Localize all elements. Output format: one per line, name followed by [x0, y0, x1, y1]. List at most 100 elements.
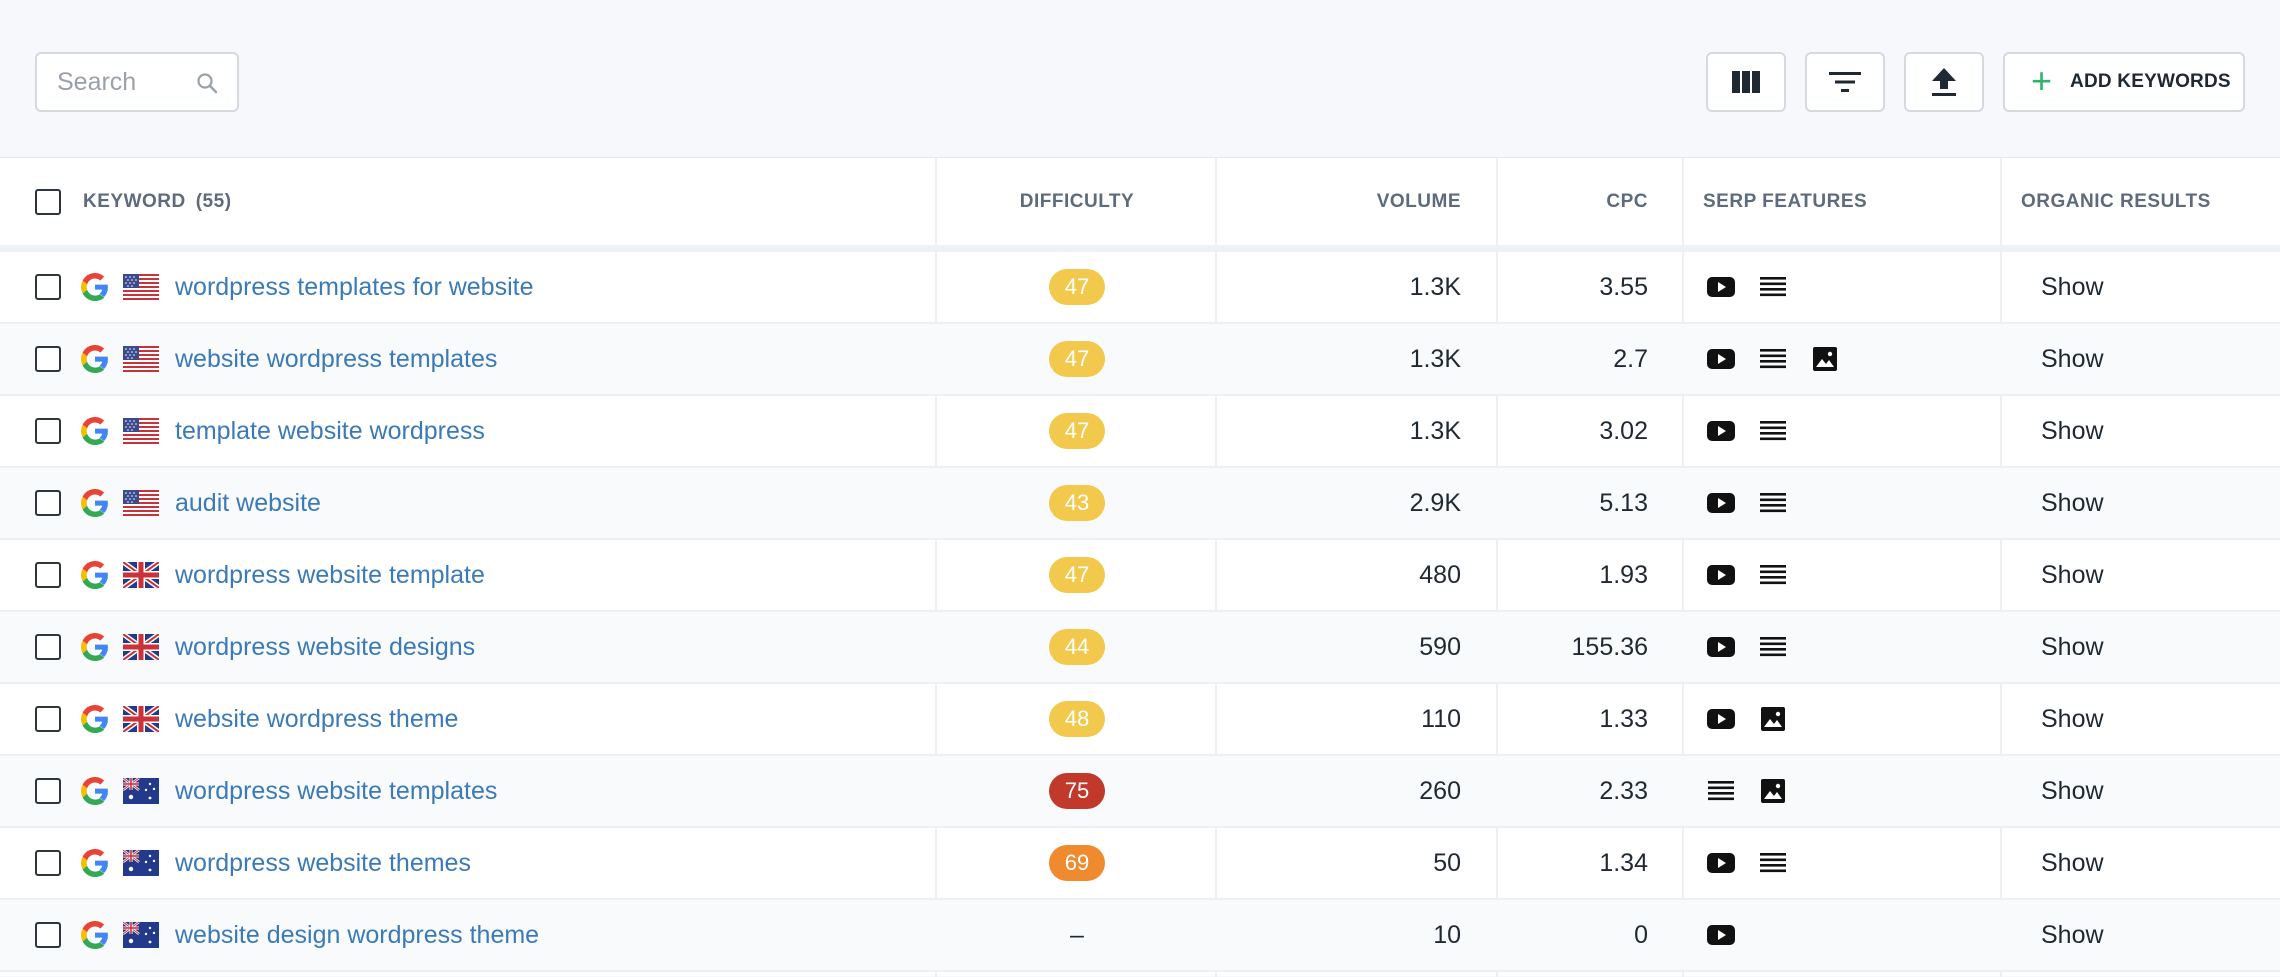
keyword-link[interactable]: audit website	[175, 488, 321, 517]
volume-cell: 480	[1419, 560, 1461, 589]
show-organic-link[interactable]: Show	[2041, 632, 2104, 661]
table-row[interactable]: wordpress website designs 44 590 155.36 Show	[0, 612, 2280, 684]
video-icon[interactable]	[1707, 345, 1735, 373]
organic-results-cell: Show	[2041, 612, 2241, 682]
columns-button[interactable]	[1706, 52, 1786, 112]
show-organic-link[interactable]: Show	[2041, 776, 2104, 805]
header-keyword[interactable]: KEYWORD (55)	[35, 158, 232, 245]
show-organic-link[interactable]: Show	[2041, 272, 2104, 301]
row-checkbox[interactable]	[35, 274, 61, 300]
select-all-checkbox[interactable]	[35, 188, 61, 215]
filter-button[interactable]	[1805, 52, 1885, 112]
video-icon[interactable]	[1707, 273, 1735, 301]
search-icon[interactable]	[195, 71, 219, 95]
header-volume[interactable]: VOLUME	[1376, 190, 1461, 212]
export-button[interactable]	[1904, 52, 1984, 112]
list-icon[interactable]	[1759, 273, 1787, 301]
filter-icon	[1829, 72, 1861, 92]
table-row[interactable]: audit website 43 2.9K 5.13 Show	[0, 468, 2280, 540]
image-icon[interactable]	[1759, 705, 1787, 733]
header-organic-results[interactable]: ORGANIC RESULTS	[2021, 190, 2211, 212]
keyword-link[interactable]: wordpress website designs	[175, 632, 476, 661]
keyword-link[interactable]: wordpress website themes	[175, 848, 471, 877]
table-row[interactable]: wordpress website templates 75 260 2.33 Show	[0, 756, 2280, 828]
keyword-link[interactable]: wordpress website template	[175, 560, 485, 589]
video-icon[interactable]	[1707, 489, 1735, 517]
row-checkbox[interactable]	[35, 634, 61, 660]
header-cpc[interactable]: CPC	[1606, 190, 1648, 212]
list-icon[interactable]	[1759, 345, 1787, 373]
video-icon[interactable]	[1707, 417, 1735, 445]
search-box[interactable]	[35, 52, 239, 112]
keyword-cell: website wordpress theme	[35, 684, 458, 754]
column-divider	[935, 158, 937, 977]
show-organic-link[interactable]: Show	[2041, 416, 2104, 445]
row-checkbox[interactable]	[35, 706, 61, 732]
header-difficulty[interactable]: DIFFICULTY	[1019, 190, 1135, 212]
video-icon[interactable]	[1707, 921, 1735, 949]
video-icon[interactable]	[1707, 849, 1735, 877]
list-icon[interactable]	[1759, 561, 1787, 589]
header-serp-features[interactable]: SERP FEATURES	[1703, 190, 1868, 212]
us-flag-icon	[123, 346, 159, 372]
serp-features-cell	[1707, 540, 1987, 610]
list-icon[interactable]	[1759, 417, 1787, 445]
difficulty-cell: 75	[937, 756, 1217, 826]
row-checkbox[interactable]	[35, 778, 61, 804]
image-icon[interactable]	[1759, 777, 1787, 805]
row-checkbox[interactable]	[35, 346, 61, 372]
list-icon[interactable]	[1759, 849, 1787, 877]
list-icon[interactable]	[1759, 633, 1787, 661]
google-icon	[81, 417, 109, 445]
keyword-link[interactable]: website wordpress templates	[175, 344, 498, 373]
video-icon[interactable]	[1707, 705, 1735, 733]
volume-cell: 110	[1421, 704, 1461, 733]
organic-results-cell: Show	[2041, 756, 2241, 826]
image-icon[interactable]	[1811, 345, 1839, 373]
google-icon	[81, 849, 109, 877]
row-checkbox[interactable]	[35, 418, 61, 444]
video-icon[interactable]	[1707, 561, 1735, 589]
keyword-cell: wordpress website templates	[35, 756, 497, 826]
keyword-cell: wordpress website themes	[35, 828, 471, 898]
show-organic-link[interactable]: Show	[2041, 848, 2104, 877]
row-checkbox[interactable]	[35, 490, 61, 516]
keyword-link[interactable]: wordpress website templates	[175, 776, 498, 805]
google-icon	[81, 777, 109, 805]
keyword-link[interactable]: wordpress templates for website	[175, 272, 534, 301]
video-icon[interactable]	[1707, 633, 1735, 661]
header-keyword-label: KEYWORD	[83, 190, 186, 212]
list-icon[interactable]	[1707, 777, 1735, 805]
cpc-cell: 2.7	[1613, 344, 1648, 373]
keyword-link[interactable]: website design wordpress theme	[175, 920, 540, 949]
serp-features-cell	[1707, 828, 1987, 898]
au-flag-icon	[122, 849, 159, 876]
table-row[interactable]: wordpress website themes 69 50 1.34 Show	[0, 828, 2280, 900]
keyword-cell: audit website	[35, 468, 321, 538]
search-input[interactable]	[57, 54, 187, 110]
uk-flag-icon	[121, 559, 161, 591]
table-row[interactable]: wordpress website template 47 480 1.93 Show	[0, 540, 2280, 612]
difficulty-badge: 47	[1049, 413, 1105, 449]
table-row[interactable]: wordpress templates for website 47 1.3K 3.5…	[0, 252, 2280, 324]
show-organic-link[interactable]: Show	[2041, 488, 2104, 517]
table-row[interactable]: website wordpress templates 47 1.3K 2.7 Show	[0, 324, 2280, 396]
table-row[interactable]: website wordpress theme 48 110 1.33 Show	[0, 684, 2280, 756]
add-keywords-button[interactable]: + ADD KEYWORDS	[2003, 52, 2245, 112]
keyword-link[interactable]: website wordpress theme	[175, 704, 459, 733]
list-icon[interactable]	[1759, 489, 1787, 517]
volume-cell: 1.3K	[1409, 344, 1461, 373]
row-checkbox[interactable]	[35, 850, 61, 876]
table-row[interactable]: template website wordpress 47 1.3K 3.02 Show	[0, 396, 2280, 468]
row-checkbox[interactable]	[35, 562, 61, 588]
table-row[interactable]: website design wordpress theme – 10 0 Show	[0, 900, 2280, 972]
row-checkbox[interactable]	[35, 922, 61, 948]
keywords-table: KEYWORD (55) DIFFICULTY VOLUME CPC SERP …	[0, 157, 2280, 977]
show-organic-link[interactable]: Show	[2041, 344, 2104, 373]
difficulty-cell: 47	[937, 396, 1217, 466]
difficulty-badge: 47	[1049, 557, 1105, 593]
show-organic-link[interactable]: Show	[2041, 704, 2104, 733]
show-organic-link[interactable]: Show	[2041, 920, 2104, 949]
keyword-link[interactable]: template website wordpress	[175, 416, 485, 445]
show-organic-link[interactable]: Show	[2041, 560, 2104, 589]
